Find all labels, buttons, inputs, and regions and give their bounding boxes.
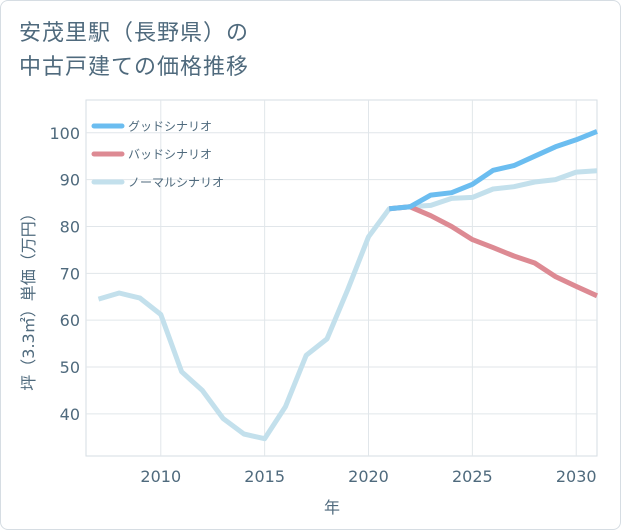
x-tick-label: 2015	[244, 467, 285, 486]
y-tick-label: 80	[60, 217, 80, 236]
x-tick-label: 2020	[348, 467, 389, 486]
chart-title-line-1: 安茂里駅（長野県）の	[19, 21, 250, 46]
chart-title: 安茂里駅（長野県）の 中古戸建ての価格推移	[19, 17, 249, 85]
axis-ticks: 40 50 60 70 80 90 100 2010 2015 2020 2025 2030	[49, 124, 596, 486]
y-tick-label: 90	[60, 171, 80, 190]
y-tick-label: 70	[60, 264, 80, 283]
series-line-2	[97, 168, 598, 442]
series-line-1	[389, 204, 599, 299]
y-tick-label: 40	[60, 405, 80, 424]
x-axis-label: 年	[324, 498, 340, 517]
legend-label-2: ノーマルシナリオ	[128, 176, 224, 190]
y-axis-label: 坪（3.3㎡）単価（万円）	[19, 205, 38, 390]
chart-title-line-2: 中古戸建ての価格推移	[19, 55, 250, 80]
x-tick-label: 2010	[140, 467, 181, 486]
series-lines	[97, 129, 599, 442]
y-tick-label: 60	[60, 311, 80, 330]
y-tick-label: 100	[49, 124, 80, 143]
x-tick-label: 2025	[452, 467, 493, 486]
series-line-0	[389, 129, 598, 212]
legend-label-1: バッドシナリオ	[128, 148, 212, 162]
y-tick-label: 50	[60, 358, 80, 377]
x-tick-label: 2030	[556, 467, 597, 486]
plot-frame	[85, 99, 598, 457]
legend-label-0: グッドシナリオ	[128, 120, 212, 134]
grid-lines	[85, 99, 598, 457]
